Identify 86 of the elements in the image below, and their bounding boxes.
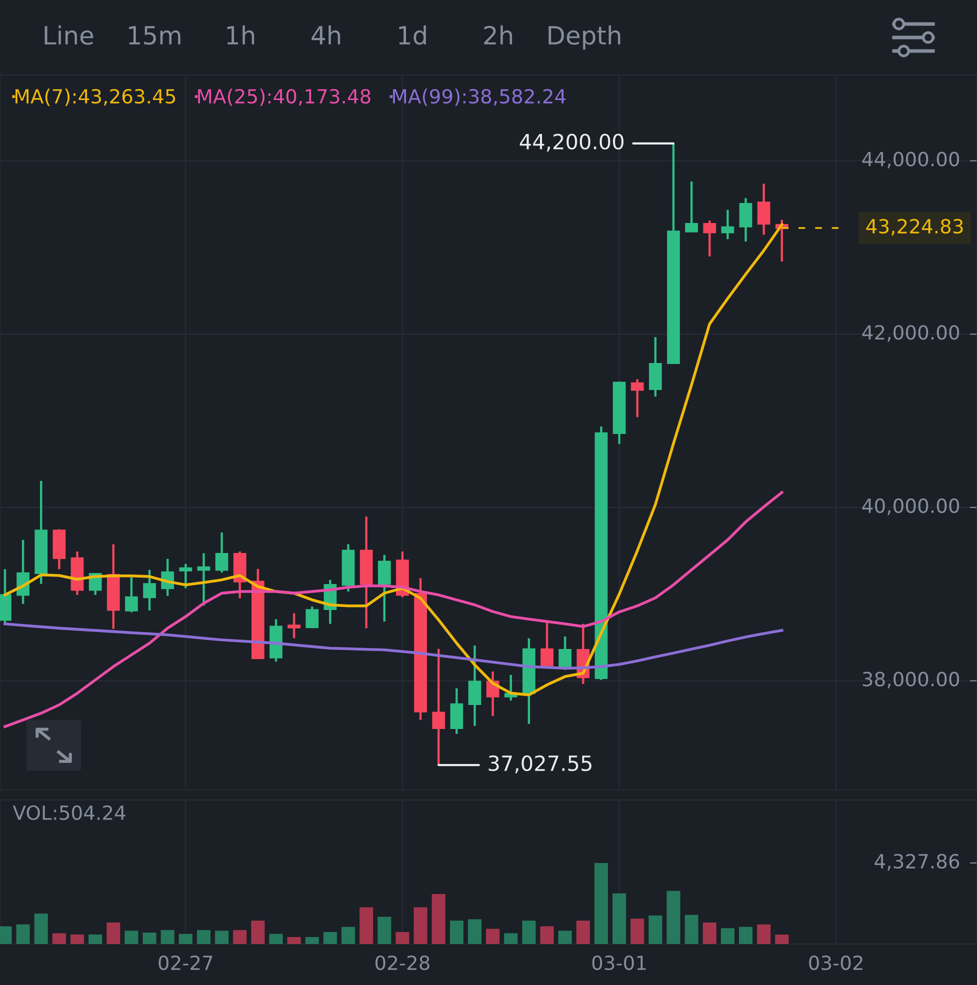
bar	[612, 893, 626, 944]
candlestick	[685, 180, 698, 233]
bar	[558, 930, 572, 944]
text: 2h	[484, 25, 512, 44]
candlestick	[540, 620, 554, 670]
candlestick	[558, 635, 572, 671]
bar	[775, 934, 789, 944]
bar	[124, 930, 138, 944]
bar	[738, 926, 753, 944]
bar	[414, 907, 428, 944]
text: Line	[44, 25, 94, 45]
bar	[142, 932, 156, 944]
line-series	[4, 622, 784, 670]
y-tick-label: 40,000.00	[862, 498, 960, 516]
candlestick	[757, 182, 770, 236]
bar	[432, 894, 446, 944]
bar	[594, 862, 608, 944]
bar	[450, 920, 464, 944]
x-tick-label: 02-27	[158, 955, 212, 970]
bar	[70, 934, 84, 944]
bar	[540, 926, 554, 944]
legend-label: MA(25):40,173.48	[198, 88, 370, 106]
candlestick	[143, 568, 156, 612]
bar	[178, 934, 192, 944]
y-tick-label: 38,000.00	[862, 672, 960, 688]
candlestick	[703, 219, 716, 258]
annotation: 37,027.55	[488, 755, 592, 774]
bar	[106, 922, 120, 944]
bar	[16, 924, 30, 944]
candlestick	[215, 531, 228, 574]
bar	[251, 920, 265, 944]
candlestick	[378, 554, 391, 623]
bar	[684, 914, 698, 944]
bar	[757, 924, 771, 944]
bar	[34, 914, 48, 944]
bar	[233, 930, 247, 944]
bar	[648, 916, 662, 944]
bar	[160, 930, 174, 944]
bar	[468, 919, 482, 944]
legend-label: MA(7):43,263.45	[16, 88, 176, 106]
bar	[341, 926, 356, 944]
bar	[269, 934, 283, 944]
bar	[88, 934, 102, 944]
bar	[305, 937, 319, 944]
y-tick-label: 44,000.00	[862, 152, 960, 168]
y-tick-label: 4,327.86	[874, 854, 960, 871]
candlestick	[721, 208, 734, 240]
text: 1d	[399, 25, 426, 45]
x-tick-label: 03-02	[809, 955, 862, 970]
bar	[323, 932, 337, 944]
text: 1h	[227, 25, 254, 44]
bar	[486, 928, 500, 944]
bar	[522, 920, 536, 944]
candlestick	[306, 605, 319, 630]
x-tick-label: 02-28	[375, 955, 430, 970]
ref-line-label: 43,224.83	[866, 218, 963, 236]
annotation: VOL:504.24	[12, 805, 126, 820]
bar	[378, 916, 392, 944]
text: Depth	[548, 25, 620, 50]
bar	[720, 928, 734, 944]
candlestick	[468, 644, 482, 727]
candlestick	[432, 648, 446, 766]
candlestick	[630, 378, 644, 418]
bar	[287, 937, 301, 944]
y-tick-label: 42,000.00	[862, 325, 960, 342]
bar	[215, 930, 229, 944]
bar	[360, 907, 374, 944]
bar	[666, 890, 680, 944]
bar	[630, 918, 644, 944]
bar	[702, 922, 716, 944]
bar	[52, 933, 66, 944]
legend-label: MA(99):38,582.24	[393, 88, 566, 106]
bar	[196, 930, 210, 944]
bar	[576, 920, 590, 944]
bar	[504, 933, 518, 944]
candlestick	[197, 552, 210, 607]
text: 15m	[129, 26, 180, 45]
line-series	[4, 491, 784, 728]
annotation: 44,200.00	[520, 134, 624, 152]
candlestick	[288, 612, 300, 640]
candlestick	[739, 197, 752, 243]
text: 4h	[312, 25, 340, 44]
bar	[396, 932, 410, 944]
candlestick	[179, 562, 192, 590]
x-tick-label: 03-01	[592, 955, 646, 970]
candlestick	[125, 576, 138, 614]
